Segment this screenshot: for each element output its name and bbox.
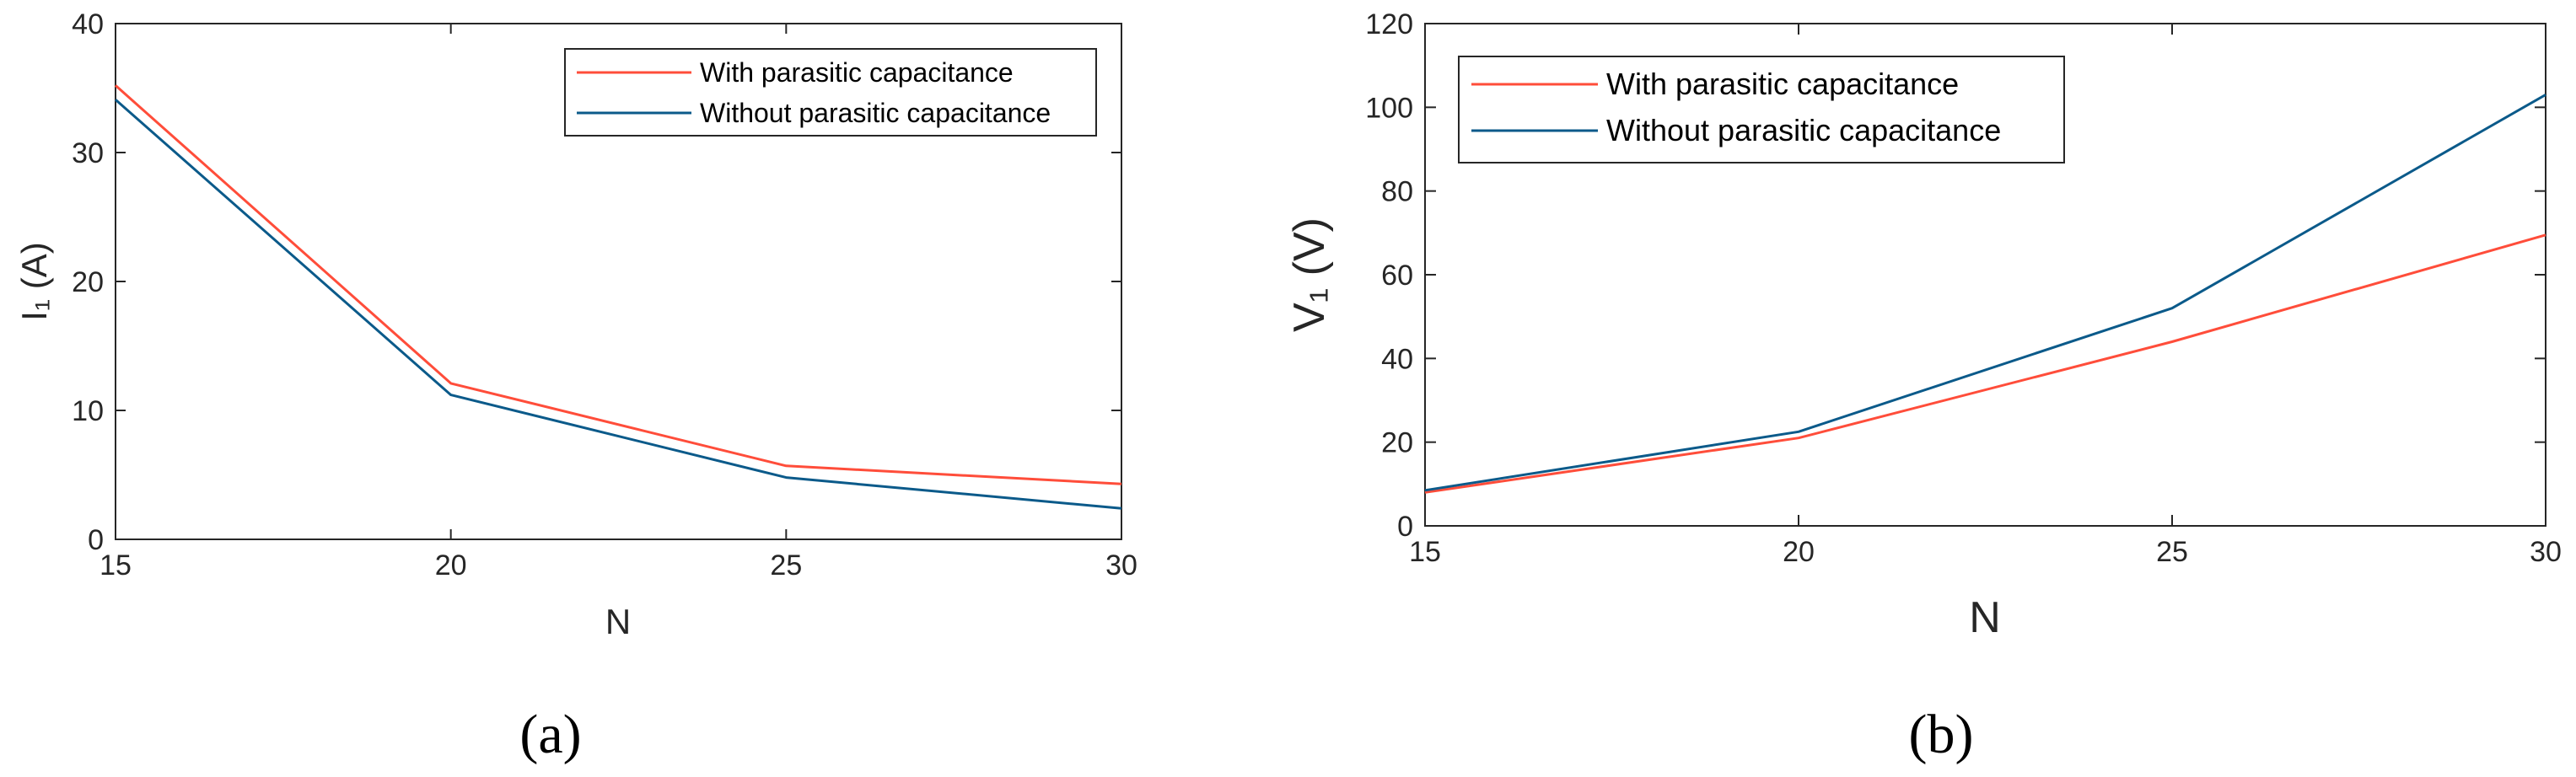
legend-box-b [1458,56,2065,163]
x-tick-label-a-0: 15 [99,549,132,581]
x-tick-label-b-2: 25 [2156,536,2188,568]
series-line-with-b [1424,233,2546,494]
y-tick-label-b-1: 20 [1381,427,1413,459]
y-tick-label-b-3: 60 [1381,260,1413,292]
y-tick-label-b-0: 0 [1397,511,1413,543]
series-line-without-a [115,99,1122,510]
y-tick-label-a-3: 30 [72,137,104,169]
chart-b-marks: 15 20 25 30 0 20 40 60 80 100 120 [1365,8,2562,568]
series-line-without-b [1424,94,2546,492]
x-tick-label-a-3: 30 [1105,549,1137,581]
chart-b: 15 20 25 30 0 20 40 60 80 100 120 With parasitic c… [1285,8,2562,765]
y-tick-label-b-4: 80 [1381,176,1413,208]
y-tick-label-b-2: 40 [1381,343,1413,375]
y-axis-label-a: I₁ (A) [14,242,54,321]
x-tick-label-b-3: 30 [2530,536,2562,568]
x-axis-label-a: N [605,602,631,641]
x-axis-label-b: N [1969,593,2001,642]
y-tick-label-a-2: 20 [72,266,104,298]
panel-label-a: (a) [519,704,581,765]
series-line-with-a [115,84,1122,485]
legend-label-without-b: Without parasitic capacitance [1606,113,2001,147]
chart-a-marks: 15 20 25 30 0 10 20 30 40 [72,8,1137,581]
legend-label-with-b: With parasitic capacitance [1606,67,1959,101]
legend-label-without-a: Without parasitic capacitance [700,98,1051,128]
legend-a: With parasitic capacitance Without paras… [564,48,1097,137]
y-tick-label-b-5: 100 [1365,92,1413,124]
y-axis-label-b: V₁ (V) [1285,217,1334,332]
y-tick-label-a-4: 40 [72,8,104,40]
legend-label-with-a: With parasitic capacitance [700,57,1014,88]
x-tick-label-b-0: 15 [1409,536,1441,568]
x-tick-label-a-2: 25 [770,549,802,581]
x-tick-label-a-1: 20 [435,549,467,581]
chart-a: 15 20 25 30 0 10 20 30 40 With parasitic capacit… [14,8,1137,765]
legend-b: With parasitic capacitance Without paras… [1458,56,2065,163]
y-tick-label-b-6: 120 [1365,8,1413,40]
panel-label-b: (b) [1909,704,1974,765]
y-tick-label-a-0: 0 [88,524,104,556]
y-tick-label-a-1: 10 [72,395,104,427]
x-tick-label-b-1: 20 [1783,536,1815,568]
legend-box-a [564,48,1097,137]
